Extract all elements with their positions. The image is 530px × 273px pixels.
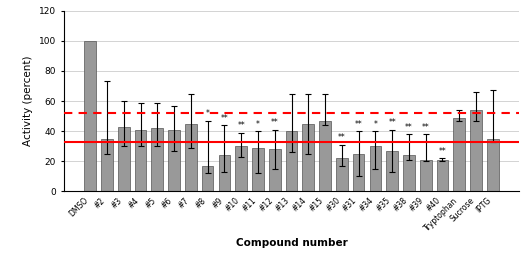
Bar xyxy=(118,127,130,191)
Bar xyxy=(135,130,146,191)
Text: **: ** xyxy=(271,118,279,127)
Y-axis label: Activity (percent): Activity (percent) xyxy=(23,56,33,146)
Bar xyxy=(470,110,482,191)
Bar xyxy=(420,159,431,191)
Text: **: ** xyxy=(237,121,245,130)
Text: **: ** xyxy=(338,133,346,142)
Bar xyxy=(202,165,214,191)
Bar xyxy=(84,41,96,191)
Text: **: ** xyxy=(388,118,396,127)
Text: **: ** xyxy=(405,123,413,132)
Bar xyxy=(303,123,314,191)
Bar xyxy=(235,146,247,191)
Text: *: * xyxy=(256,120,260,129)
Bar xyxy=(218,155,230,191)
Bar xyxy=(185,123,197,191)
Bar xyxy=(386,151,398,191)
Bar xyxy=(168,130,180,191)
Bar xyxy=(437,159,448,191)
Text: **: ** xyxy=(355,120,363,129)
Bar xyxy=(319,120,331,191)
Bar xyxy=(269,149,280,191)
Bar xyxy=(353,153,365,191)
Bar xyxy=(369,146,381,191)
Bar xyxy=(286,131,297,191)
Text: *: * xyxy=(206,109,209,118)
Bar xyxy=(487,139,499,191)
Text: *: * xyxy=(374,120,377,129)
X-axis label: Compound number: Compound number xyxy=(236,238,347,248)
Text: **: ** xyxy=(439,147,446,156)
Bar xyxy=(453,117,465,191)
Bar xyxy=(403,155,415,191)
Bar xyxy=(252,147,264,191)
Bar xyxy=(101,139,113,191)
Text: **: ** xyxy=(220,114,228,123)
Bar xyxy=(152,128,163,191)
Text: **: ** xyxy=(422,123,430,132)
Bar xyxy=(336,158,348,191)
